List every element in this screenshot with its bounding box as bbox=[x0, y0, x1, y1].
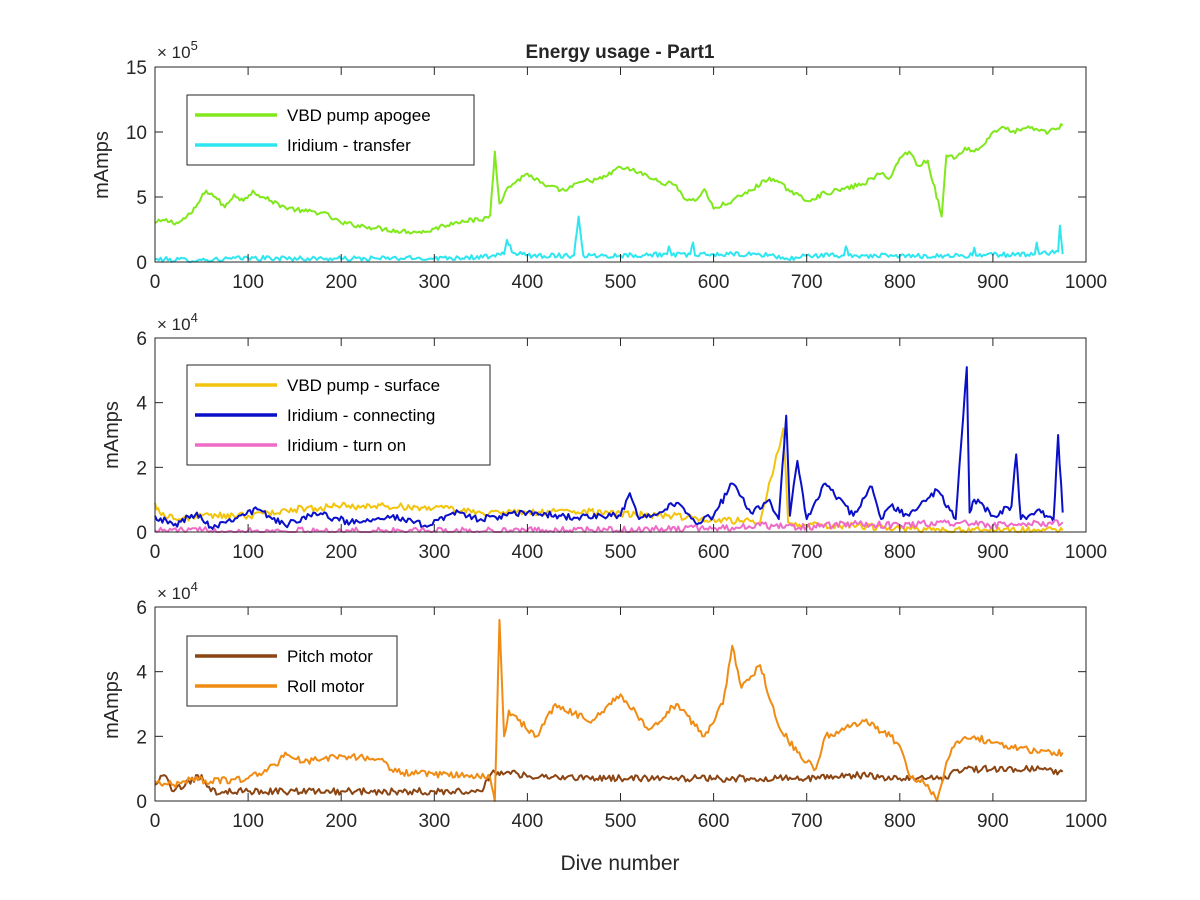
x-tick-label: 600 bbox=[698, 272, 730, 293]
legend-label: Roll motor bbox=[287, 677, 365, 696]
x-tick-label: 400 bbox=[512, 542, 544, 563]
series-line-iridium-connecting bbox=[154, 366, 1064, 530]
x-tick-label: 700 bbox=[791, 272, 823, 293]
legend-label: Iridium - connecting bbox=[287, 406, 435, 425]
y-tick-label: 6 bbox=[136, 598, 147, 619]
series-line-iridium-transfer bbox=[154, 215, 1064, 263]
x-tick-label: 400 bbox=[512, 272, 544, 293]
y-axis-label: mAmps bbox=[101, 401, 123, 469]
x-tick-label: 300 bbox=[418, 272, 450, 293]
legend-label: VBD pump - surface bbox=[287, 376, 440, 395]
y-tick-label: 4 bbox=[136, 663, 147, 684]
y-tick-label: 10 bbox=[126, 123, 147, 144]
x-tick-label: 0 bbox=[150, 272, 161, 293]
x-tick-label: 100 bbox=[232, 542, 264, 563]
y-tick-label: 6 bbox=[136, 329, 147, 350]
x-tick-label: 100 bbox=[232, 272, 264, 293]
x-tick-label: 900 bbox=[977, 272, 1009, 293]
x-tick-label: 100 bbox=[232, 811, 264, 832]
x-tick-label: 500 bbox=[605, 542, 637, 563]
x-tick-label: 500 bbox=[605, 811, 637, 832]
x-tick-label: 900 bbox=[977, 811, 1009, 832]
x-tick-label: 700 bbox=[791, 811, 823, 832]
y-exponent-label: × 104 bbox=[157, 310, 198, 334]
y-tick-label: 5 bbox=[136, 188, 147, 209]
legend-label: Pitch motor bbox=[287, 647, 373, 666]
series-line-roll-motor bbox=[154, 618, 1064, 802]
x-tick-label: 300 bbox=[418, 542, 450, 563]
y-tick-label: 0 bbox=[136, 253, 147, 274]
y-tick-label: 2 bbox=[136, 727, 147, 748]
legend-label: Iridium - transfer bbox=[287, 136, 411, 155]
x-tick-label: 500 bbox=[605, 272, 637, 293]
x-tick-label: 1000 bbox=[1065, 542, 1107, 563]
y-axis-label: mAmps bbox=[101, 671, 123, 739]
legend: VBD pump apogee Iridium - transfer bbox=[186, 94, 475, 166]
x-tick-label: 600 bbox=[698, 811, 730, 832]
chart-title: Energy usage - Part1 bbox=[525, 42, 714, 63]
y-exponent-label: × 105 bbox=[157, 38, 198, 62]
x-tick-label: 800 bbox=[884, 811, 916, 832]
y-exponent-label: × 104 bbox=[157, 579, 198, 603]
legend-label: VBD pump apogee bbox=[287, 106, 431, 125]
y-tick-label: 4 bbox=[136, 394, 147, 415]
y-tick-label: 0 bbox=[136, 792, 147, 813]
y-tick-label: 0 bbox=[136, 523, 147, 544]
x-tick-label: 900 bbox=[977, 542, 1009, 563]
x-tick-label: 1000 bbox=[1065, 272, 1107, 293]
chart-panel-1: Energy usage - Part1 mAmps × 105 0 100 200… bbox=[91, 38, 1107, 293]
x-tick-label: 600 bbox=[698, 542, 730, 563]
y-axis-label: mAmps bbox=[91, 131, 113, 199]
chart-panel-3: mAmps × 104 Dive number 0 100 200 300 400 500… bbox=[101, 579, 1107, 875]
x-tick-label: 0 bbox=[150, 542, 161, 563]
legend: Pitch motor Roll motor bbox=[186, 635, 398, 707]
legend-box bbox=[186, 635, 398, 707]
x-tick-label: 300 bbox=[418, 811, 450, 832]
x-tick-label: 200 bbox=[325, 811, 357, 832]
x-tick-label: 800 bbox=[884, 542, 916, 563]
x-axis-label: Dive number bbox=[560, 852, 679, 875]
legend-box bbox=[186, 94, 475, 166]
series-line-vbd-pump-apogee bbox=[154, 123, 1064, 235]
x-tick-label: 200 bbox=[325, 272, 357, 293]
x-tick-label: 700 bbox=[791, 542, 823, 563]
x-tick-label: 1000 bbox=[1065, 811, 1107, 832]
chart-panel-2: mAmps × 104 0 100 200 300 400 500 600 700 800 900… bbox=[101, 310, 1107, 563]
x-tick-label: 800 bbox=[884, 272, 916, 293]
legend-box bbox=[186, 364, 491, 466]
x-tick-label: 400 bbox=[512, 811, 544, 832]
legend-label: Iridium - turn on bbox=[287, 436, 406, 455]
y-tick-label: 15 bbox=[126, 58, 147, 79]
x-tick-label: 200 bbox=[325, 542, 357, 563]
x-tick-label: 0 bbox=[150, 811, 161, 832]
legend: VBD pump - surface Iridium - connecting Ir… bbox=[186, 364, 491, 466]
y-tick-label: 2 bbox=[136, 458, 147, 479]
